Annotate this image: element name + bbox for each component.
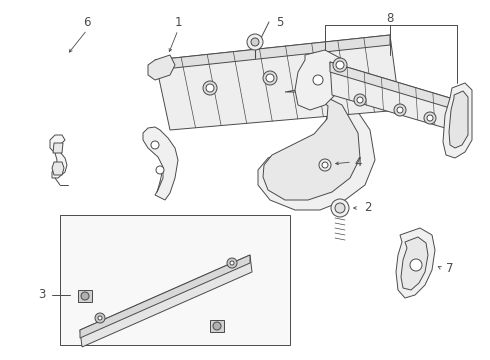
Text: 6: 6 [83, 15, 91, 28]
Polygon shape [50, 135, 67, 178]
Circle shape [81, 292, 89, 300]
Polygon shape [330, 62, 452, 130]
Circle shape [322, 162, 328, 168]
Polygon shape [52, 162, 64, 175]
Circle shape [156, 166, 164, 174]
Polygon shape [443, 83, 472, 158]
Polygon shape [143, 127, 178, 200]
Polygon shape [449, 91, 468, 148]
Polygon shape [295, 50, 340, 110]
Circle shape [354, 94, 366, 106]
Circle shape [247, 34, 263, 50]
Text: 5: 5 [276, 15, 284, 28]
Circle shape [95, 313, 105, 323]
Polygon shape [78, 290, 92, 302]
Circle shape [319, 159, 331, 171]
Circle shape [266, 74, 274, 82]
Circle shape [394, 104, 406, 116]
Text: 7: 7 [446, 261, 454, 275]
Text: 4: 4 [354, 156, 362, 168]
Polygon shape [80, 255, 250, 338]
Circle shape [313, 75, 323, 85]
Circle shape [98, 316, 102, 320]
Circle shape [213, 322, 221, 330]
Text: 8: 8 [386, 12, 393, 24]
Polygon shape [258, 80, 375, 210]
Circle shape [251, 38, 259, 46]
Circle shape [397, 107, 403, 113]
Polygon shape [80, 255, 252, 347]
Circle shape [230, 261, 234, 265]
Text: 1: 1 [174, 15, 182, 28]
Circle shape [151, 141, 159, 149]
Circle shape [424, 112, 436, 124]
Text: 2: 2 [364, 201, 372, 213]
Polygon shape [210, 320, 224, 332]
Circle shape [427, 115, 433, 121]
Text: 3: 3 [38, 288, 46, 302]
Circle shape [227, 258, 237, 268]
Polygon shape [53, 143, 63, 153]
Circle shape [203, 81, 217, 95]
Polygon shape [155, 35, 400, 130]
Circle shape [331, 199, 349, 217]
Polygon shape [263, 88, 360, 200]
Polygon shape [330, 62, 450, 108]
Polygon shape [148, 55, 175, 80]
Circle shape [206, 84, 214, 92]
Circle shape [263, 71, 277, 85]
Polygon shape [155, 35, 390, 70]
Polygon shape [396, 228, 435, 298]
Circle shape [336, 61, 344, 69]
Circle shape [335, 203, 345, 213]
Polygon shape [401, 237, 428, 290]
Circle shape [333, 58, 347, 72]
Circle shape [357, 97, 363, 103]
Bar [60, 215, 290, 345]
Circle shape [410, 259, 422, 271]
